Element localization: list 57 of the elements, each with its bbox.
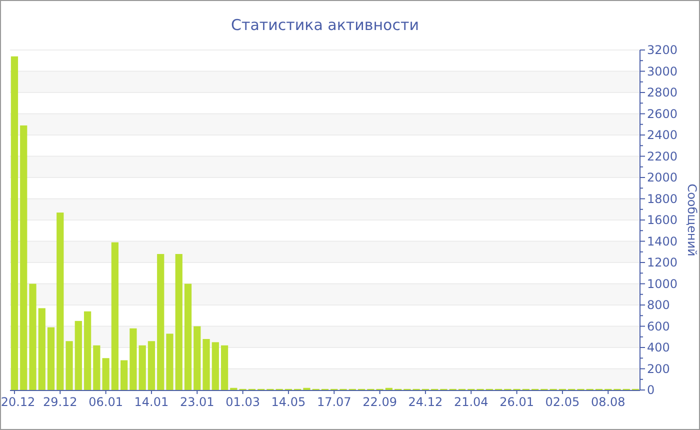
bar	[166, 334, 174, 390]
x-tick-label: 02.05	[545, 395, 580, 409]
y-tick-label: 1600	[647, 213, 678, 228]
bar	[93, 345, 100, 390]
bar	[38, 308, 46, 390]
bar	[74, 320, 82, 390]
bar	[56, 212, 64, 390]
bar	[157, 254, 164, 390]
y-tick-label: 2600	[647, 106, 678, 121]
bar	[138, 345, 146, 390]
x-tick-label: 20.12	[0, 395, 36, 409]
bar	[66, 341, 73, 390]
bar	[148, 341, 156, 390]
bar	[184, 284, 192, 390]
bar	[175, 254, 182, 390]
x-tick-label: 06.01	[88, 395, 123, 409]
bar	[10, 56, 18, 390]
bar	[212, 342, 219, 390]
bar	[120, 360, 128, 390]
x-tick-label: 14.05	[271, 395, 306, 409]
bar	[20, 125, 28, 390]
y-tick-label: 3200	[647, 43, 678, 58]
bar	[220, 345, 228, 390]
y-tick-label: 1000	[647, 276, 678, 291]
x-tick-label: 08.08	[590, 395, 626, 409]
y-tick-label: 2200	[647, 149, 678, 164]
x-tick-label: 29.12	[42, 395, 78, 409]
y-tick-label: 400	[647, 340, 670, 355]
y-tick-label: 1200	[647, 256, 678, 270]
x-tick-label: 24.12	[408, 395, 443, 409]
y-tick-label: 2000	[647, 170, 678, 185]
y-tick-label: 200	[647, 362, 670, 376]
y-tick-label: 0	[647, 383, 655, 398]
y-tick-label: 600	[647, 319, 670, 334]
chart-title: Статистика активности	[231, 16, 419, 34]
bar	[47, 327, 55, 390]
y-axis-title: Сообщений	[685, 184, 699, 256]
bar	[194, 326, 201, 390]
x-tick-label: 23.01	[180, 395, 214, 409]
y-tick-label: 2800	[647, 86, 678, 100]
bar	[130, 328, 137, 390]
bar	[102, 358, 110, 390]
bar	[29, 284, 36, 390]
bar	[111, 242, 118, 390]
bar	[202, 339, 210, 390]
x-tick-label: 14.01	[134, 395, 169, 409]
bar	[84, 311, 92, 390]
x-tick-label: 22.09	[362, 395, 397, 409]
x-tick-label: 01.03	[226, 395, 260, 409]
x-tick-label: 26.01	[500, 395, 534, 409]
x-tick-label: 21.04	[454, 395, 488, 409]
y-tick-label: 800	[647, 298, 670, 312]
x-tick-label: 17.07	[316, 395, 352, 409]
y-tick-label: 3000	[647, 64, 678, 78]
y-tick-label: 2400	[647, 128, 678, 142]
y-tick-label: 1400	[647, 234, 678, 248]
y-tick-label: 1800	[647, 192, 678, 206]
